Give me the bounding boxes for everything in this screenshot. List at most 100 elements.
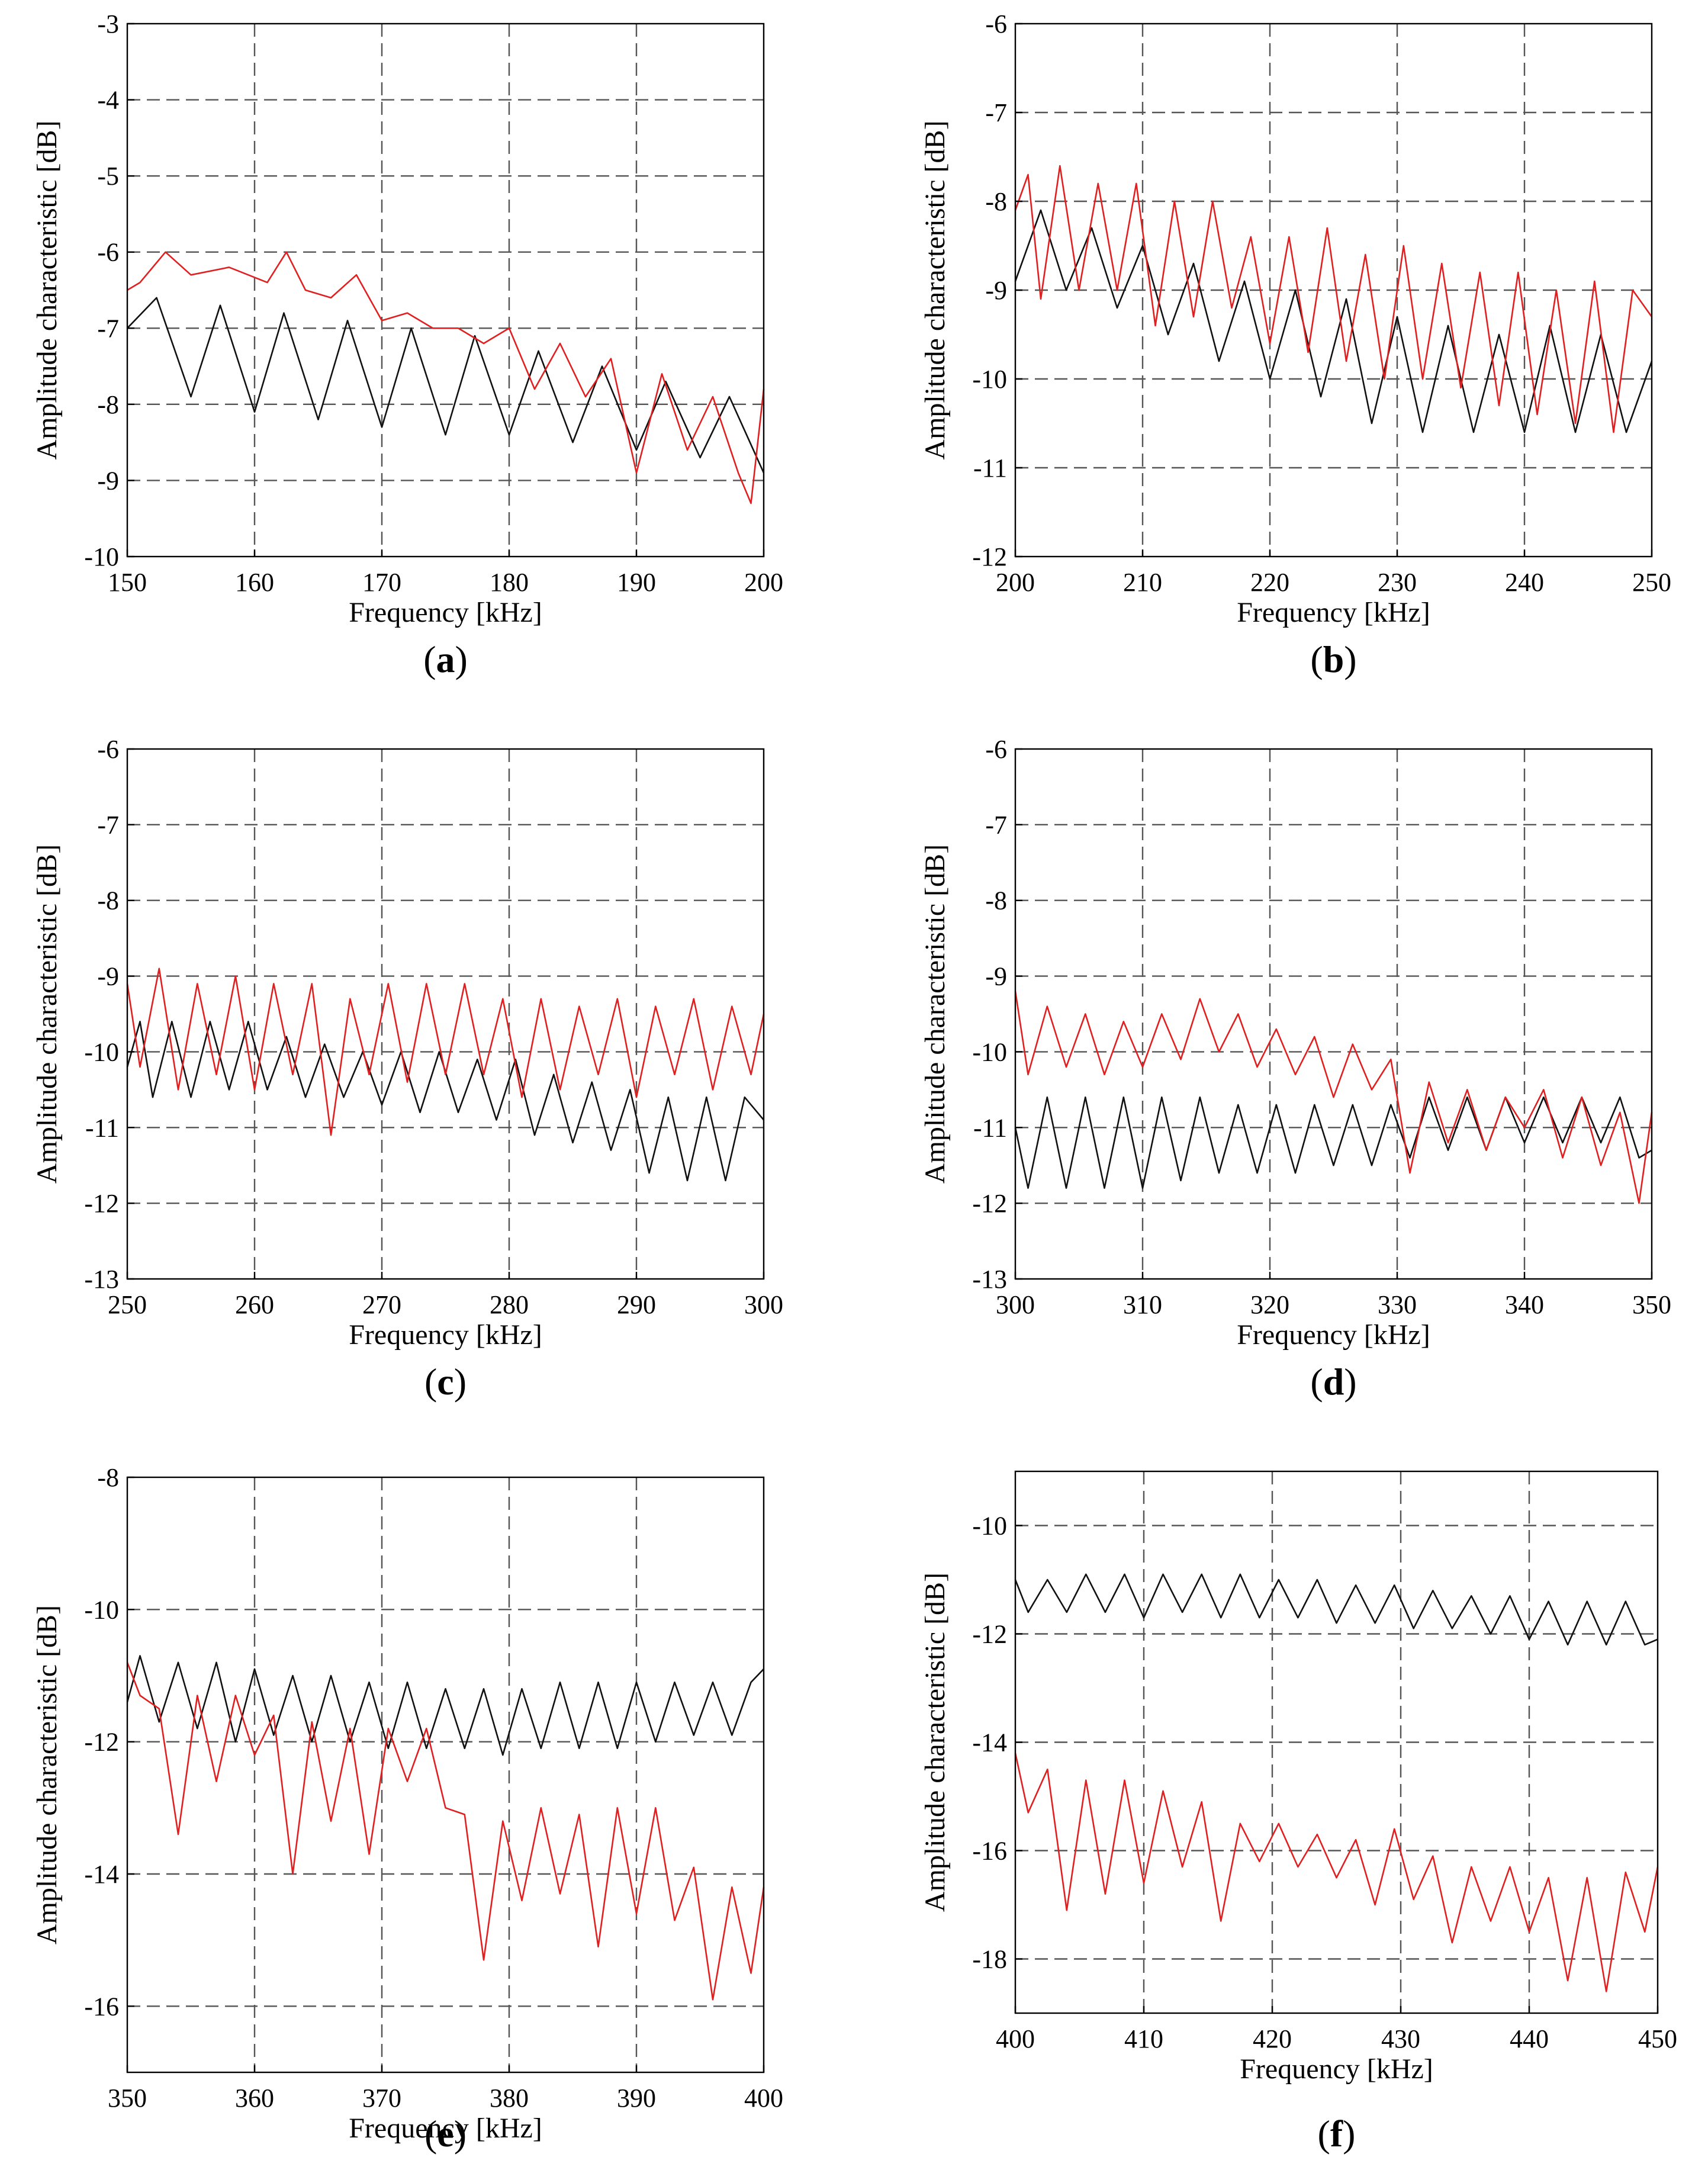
y-tick-label: -11 xyxy=(85,1113,119,1142)
x-tick-label: 150 xyxy=(108,568,147,597)
x-tick-label: 310 xyxy=(1123,1290,1162,1319)
y-tick-label: -16 xyxy=(84,1992,119,2021)
x-tick-label: 290 xyxy=(617,1290,656,1319)
series-red-line xyxy=(1014,991,1653,1204)
series-black-line xyxy=(1014,209,1653,433)
series-black-line xyxy=(126,1655,764,1756)
y-tick-label: -9 xyxy=(985,962,1007,991)
x-tick-label: 400 xyxy=(996,2024,1035,2053)
panel-a: 150 160 170 180 190 200 -3 -4 -5 -6 -7 -8 -9 -10 Frequ… xyxy=(31,9,783,680)
series-black-line xyxy=(1014,1096,1652,1189)
y-tick-label: -7 xyxy=(985,98,1007,127)
x-tick-label: 180 xyxy=(490,568,529,597)
y-axis-label: Amplitude characteristic [dB] xyxy=(919,1573,951,1912)
x-tick-label: 320 xyxy=(1250,1290,1289,1319)
y-tick-label: -6 xyxy=(985,735,1007,764)
panel-caption: (e) xyxy=(424,2113,467,2155)
x-tick-label: 330 xyxy=(1378,1290,1417,1319)
y-tick-label: -18 xyxy=(972,1945,1007,1974)
x-tick-label: 350 xyxy=(108,2084,147,2113)
x-tick-label: 170 xyxy=(362,568,401,597)
series-black-line xyxy=(126,1021,764,1182)
x-axis-label: Frequency [kHz] xyxy=(1240,2053,1433,2085)
x-tick-label: 390 xyxy=(617,2084,656,2113)
series-black-line xyxy=(1014,1573,1658,1646)
plot-frame xyxy=(126,748,765,1280)
panel-c: 250 260 270 280 290 300 -6 -7 -8 -9 -10 -11 -12 -13 Fr… xyxy=(31,735,783,1403)
x-tick-label: 280 xyxy=(490,1290,529,1319)
plot-frame xyxy=(126,1476,765,2074)
y-tick-label: -10 xyxy=(972,1037,1007,1066)
series-red-line xyxy=(1014,1753,1659,1992)
x-axis-label: Frequency [kHz] xyxy=(1237,597,1430,628)
x-tick-label: 430 xyxy=(1381,2024,1420,2053)
x-tick-label: 160 xyxy=(235,568,274,597)
y-tick-label: -12 xyxy=(84,1189,119,1218)
y-tick-label: -12 xyxy=(972,1620,1007,1649)
y-axis-label: Amplitude characteristic [dB] xyxy=(31,1605,63,1944)
x-tick-label: 220 xyxy=(1250,568,1289,597)
x-tick-label: 370 xyxy=(362,2084,401,2113)
x-tick-label: 270 xyxy=(362,1290,401,1319)
y-tick-label: -8 xyxy=(97,390,119,419)
y-tick-label: -10 xyxy=(972,1512,1007,1541)
x-axis-label: Frequency [kHz] xyxy=(349,1319,542,1351)
y-tick-label: -11 xyxy=(973,454,1007,483)
y-tick-label: -8 xyxy=(985,187,1007,216)
y-tick-label: -10 xyxy=(84,1595,119,1624)
y-tick-label: -6 xyxy=(97,735,119,764)
x-tick-label: 260 xyxy=(235,1290,274,1319)
x-tick-label: 420 xyxy=(1253,2024,1292,2053)
series-red-line xyxy=(126,1662,765,2001)
panel-caption: (b) xyxy=(1310,638,1356,680)
y-tick-label: -12 xyxy=(84,1728,119,1757)
series-black-line xyxy=(127,297,765,474)
y-tick-label: -9 xyxy=(97,962,119,991)
y-tick-label: -9 xyxy=(985,276,1007,305)
panel-caption: (c) xyxy=(424,1361,467,1403)
y-axis-label: Amplitude characteristic [dB] xyxy=(31,120,63,459)
x-tick-label: 410 xyxy=(1124,2024,1163,2053)
y-tick-label: -16 xyxy=(972,1837,1007,1866)
series-red-line xyxy=(126,967,765,1136)
panel-caption: (a) xyxy=(423,638,468,680)
series-red-line xyxy=(1014,165,1653,433)
y-tick-label: -13 xyxy=(84,1265,119,1294)
panel-caption-letter: a xyxy=(436,638,455,680)
x-tick-label: 250 xyxy=(108,1290,147,1319)
x-tick-label: 450 xyxy=(1638,2024,1677,2053)
panel-caption-letter: b xyxy=(1323,638,1344,680)
x-tick-label: 190 xyxy=(617,568,656,597)
x-tick-label: 300 xyxy=(996,1290,1035,1319)
y-tick-label: -7 xyxy=(97,314,119,343)
y-axis-label: Amplitude characteristic [dB] xyxy=(919,120,951,459)
y-tick-label: -7 xyxy=(97,811,119,840)
x-tick-label: 340 xyxy=(1505,1290,1544,1319)
x-axis-label: Frequency [kHz] xyxy=(349,597,542,628)
y-axis-label: Amplitude characteristic [dB] xyxy=(31,844,63,1184)
y-tick-label: -14 xyxy=(972,1728,1007,1757)
y-tick-label: -6 xyxy=(985,9,1007,38)
y-axis-label: Amplitude characteristic [dB] xyxy=(919,844,951,1184)
x-tick-label: 210 xyxy=(1123,568,1162,597)
y-tick-label: -8 xyxy=(985,886,1007,915)
y-tick-label: -12 xyxy=(972,1189,1007,1218)
panel-e: 350 360 370 380 390 400 -8 -10 -12 -14 -16 Frequenc… xyxy=(31,1463,783,2155)
x-tick-label: 440 xyxy=(1510,2024,1549,2053)
plot-frame xyxy=(126,22,765,558)
x-tick-label: 230 xyxy=(1378,568,1417,597)
y-tick-label: -4 xyxy=(97,86,119,115)
y-tick-label: -11 xyxy=(973,1113,1007,1142)
y-tick-label: -13 xyxy=(972,1265,1007,1294)
panel-caption-letter: e xyxy=(437,2113,453,2155)
y-tick-label: -8 xyxy=(97,1463,119,1492)
panel-f: 400 410 420 430 440 450 -10 -12 -14 -16 -18 Frequen… xyxy=(919,1470,1677,2155)
panel-caption-letter: d xyxy=(1323,1361,1344,1403)
y-tick-label: -5 xyxy=(97,162,119,191)
y-tick-label: -3 xyxy=(97,9,119,38)
panel-caption: (d) xyxy=(1310,1361,1356,1403)
panel-caption-letter: c xyxy=(437,1361,453,1403)
y-tick-label: -12 xyxy=(972,542,1007,571)
y-tick-label: -10 xyxy=(84,1037,119,1066)
